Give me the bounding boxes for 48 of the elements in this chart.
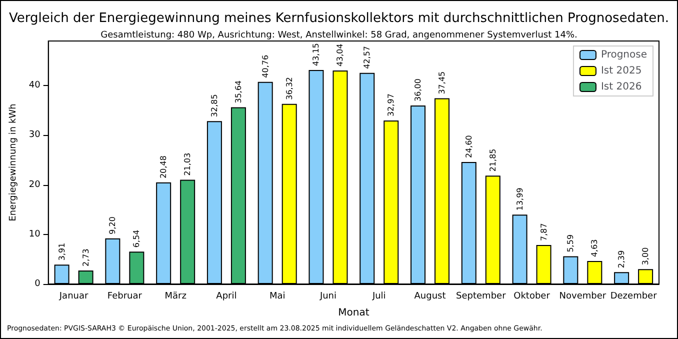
y-tick-label: 0 <box>34 279 41 289</box>
data-label: 6,54 <box>132 230 142 248</box>
data-label: 43,15 <box>312 43 321 66</box>
x-tick-label: November <box>559 292 606 302</box>
data-label: 21,03 <box>183 152 192 176</box>
x-tick-label: März <box>164 292 187 302</box>
data-label: 35,64 <box>234 80 243 104</box>
chart-subtitle: Gesamtleistung: 480 Wp, Ausrichtung: West, Anstellwinkel: 58 Grad, angenommener Systemverlust 14%. <box>100 30 578 40</box>
data-label: 4,63 <box>590 239 600 258</box>
chart-title: Vergleich der Energiegewinnung meines Kernfusionskollektors mit durchschnittlichen Prognosedaten. <box>8 11 670 26</box>
data-label: 40,76 <box>260 54 270 78</box>
x-tick-label: April <box>216 292 237 302</box>
x-tick-label: Juli <box>371 292 386 302</box>
data-label: 9,20 <box>108 216 118 234</box>
y-axis-title: Energiegewinnung in kWh <box>8 104 18 222</box>
data-label: 42,57 <box>362 46 372 69</box>
data-label: 24,60 <box>464 135 474 158</box>
x-tick-label: August <box>414 292 446 302</box>
data-label: 2,73 <box>81 248 90 266</box>
y-tick-label: 20 <box>28 180 41 190</box>
data-label: 7,87 <box>539 223 548 241</box>
x-tick-label: Juni <box>318 292 337 302</box>
data-label: 3,91 <box>57 242 66 261</box>
legend-label: Prognose <box>600 50 647 60</box>
x-tick-label: September <box>456 292 506 302</box>
legend-label: Ist 2026 <box>600 82 642 92</box>
data-label: 5,59 <box>566 234 576 252</box>
data-label: 21,85 <box>488 148 498 172</box>
data-label: 20,48 <box>159 156 168 178</box>
data-label: 43,04 <box>336 44 345 67</box>
x-axis-title: Monat <box>338 308 370 318</box>
data-label: 13,99 <box>515 188 524 211</box>
data-label: 37,45 <box>438 71 447 94</box>
x-tick-label: Oktober <box>514 292 550 302</box>
x-tick-label: Februar <box>107 292 142 302</box>
x-tick-label: Dezember <box>610 292 658 302</box>
y-tick-label: 10 <box>28 229 41 240</box>
x-tick-label: Mai <box>269 292 286 302</box>
x-tick-label: Januar <box>58 292 88 302</box>
data-label: 36,00 <box>414 78 423 102</box>
y-tick-label: 30 <box>28 130 41 140</box>
legend-label: Ist 2025 <box>600 66 642 76</box>
data-label: 36,32 <box>284 76 294 100</box>
data-label: 3,00 <box>641 247 650 266</box>
y-tick-label: 40 <box>28 80 41 91</box>
data-label: 32,85 <box>210 94 219 118</box>
data-label: 32,97 <box>386 94 396 116</box>
data-label: 2,39 <box>617 250 626 268</box>
